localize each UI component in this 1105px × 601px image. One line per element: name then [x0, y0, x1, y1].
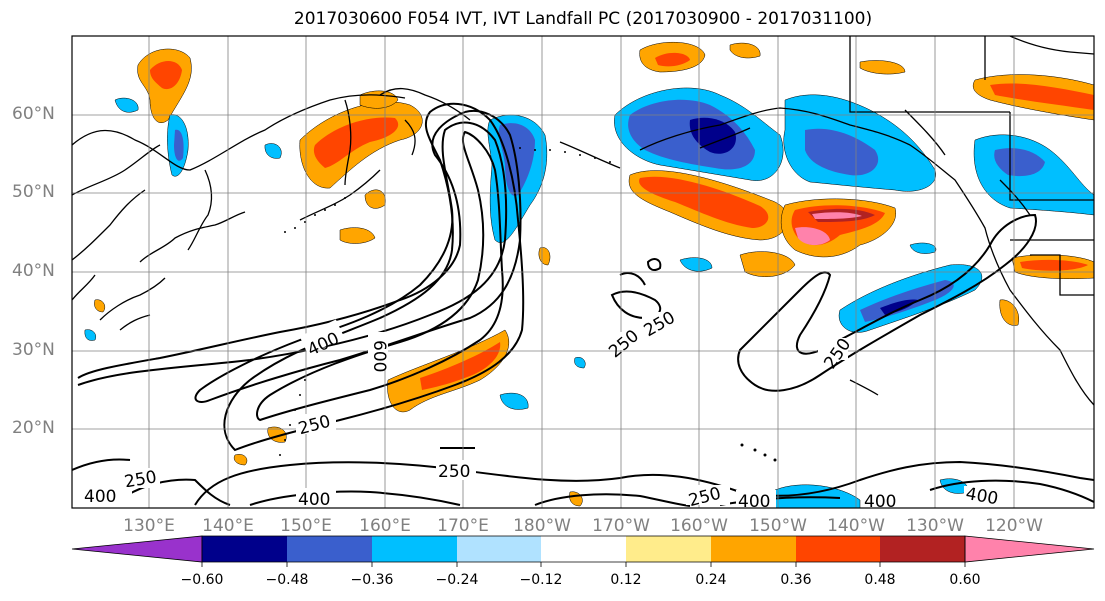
lat-label: 50°N [12, 182, 55, 202]
colorbar-tick-label: −0.60 [180, 572, 224, 588]
colorbar-tick-label: 0.24 [695, 572, 727, 588]
colorbar-tick-label: 0.36 [780, 572, 812, 588]
colorbar-tick-label: −0.12 [519, 572, 563, 588]
lon-label: 140°E [202, 516, 254, 536]
colorbar-swatch-8 [796, 536, 880, 562]
colorbar-swatch-5 [541, 536, 626, 562]
colorbar-swatch-2 [287, 536, 372, 562]
map-frame [71, 35, 1095, 509]
contour-label: 400 [84, 487, 116, 507]
coastlines [72, 36, 1094, 406]
contour-label: 250 [605, 326, 643, 362]
colorbar-swatch-0 [71, 535, 203, 563]
positive-anomaly-patches [94, 41, 1094, 507]
contour-labels: 400 600 250 250 250 250 250 250 400 250 … [82, 308, 1006, 512]
contour-label: 400 [298, 490, 330, 510]
lat-label: 60°N [12, 104, 55, 124]
lon-label: 140°W [827, 516, 885, 536]
contour-label: 600 [369, 340, 389, 372]
colorbar-tick-label: 0.12 [610, 572, 642, 588]
island-chains [279, 147, 777, 462]
map-title: 2017030600 F054 IVT, IVT Landfall PC (20… [293, 9, 873, 29]
colorbar-tick-label: −0.36 [350, 572, 394, 588]
lon-label: 120°W [985, 516, 1043, 536]
lat-label: 30°N [12, 340, 55, 360]
colorbar-swatch-3 [372, 536, 457, 562]
colorbar-swatch-4 [457, 536, 541, 562]
contour-label: 250 [438, 462, 470, 482]
graticule [72, 36, 1094, 508]
colorbar-tick-label: −0.48 [265, 572, 309, 588]
contour-label: 400 [864, 492, 896, 512]
colorbar-swatch-1 [202, 536, 287, 562]
colorbar-swatch-10 [964, 535, 1095, 563]
colorbar-swatch-7 [711, 536, 796, 562]
lon-label: 170°W [592, 516, 650, 536]
lon-label: 130°W [906, 516, 964, 536]
colorbar-tick-label: 0.48 [864, 572, 896, 588]
lon-label: 160°E [359, 516, 411, 536]
contour-label: 400 [738, 492, 770, 512]
lon-label: 170°E [437, 516, 489, 536]
colorbar-tick-label: −0.24 [435, 572, 479, 588]
lon-label: 180°W [513, 516, 571, 536]
lon-label: 150°E [280, 516, 332, 536]
colorbar-swatch-6 [626, 536, 711, 562]
lon-label: 150°W [749, 516, 807, 536]
lat-label: 20°N [12, 418, 55, 438]
colorbar [71, 535, 1095, 567]
lon-label: 130°E [123, 516, 175, 536]
lat-label: 40°N [12, 261, 55, 281]
ivt-contours [72, 102, 1094, 507]
lon-label: 160°W [670, 516, 728, 536]
colorbar-swatch-9 [880, 536, 965, 562]
colorbar-tick-label: 0.60 [949, 572, 981, 588]
